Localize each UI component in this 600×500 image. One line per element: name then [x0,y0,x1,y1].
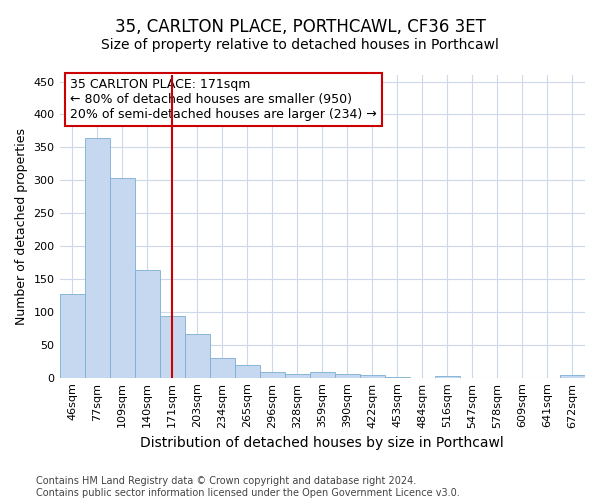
Text: 35, CARLTON PLACE, PORTHCAWL, CF36 3ET: 35, CARLTON PLACE, PORTHCAWL, CF36 3ET [115,18,485,36]
Bar [360,375,385,378]
Text: 35 CARLTON PLACE: 171sqm
← 80% of detached houses are smaller (950)
20% of semi-: 35 CARLTON PLACE: 171sqm ← 80% of detach… [70,78,377,121]
Bar [185,334,209,378]
Bar [85,138,110,378]
Bar [134,270,160,378]
Text: Size of property relative to detached houses in Porthcawl: Size of property relative to detached ho… [101,38,499,52]
Bar [335,374,360,378]
Text: Contains HM Land Registry data © Crown copyright and database right 2024.
Contai: Contains HM Land Registry data © Crown c… [36,476,460,498]
Bar [110,178,134,378]
Bar [209,358,235,378]
Bar [310,372,335,378]
Bar [435,376,460,378]
Bar [260,372,285,378]
X-axis label: Distribution of detached houses by size in Porthcawl: Distribution of detached houses by size … [140,436,504,450]
Bar [285,374,310,378]
Y-axis label: Number of detached properties: Number of detached properties [15,128,28,325]
Bar [385,377,410,378]
Bar [160,316,185,378]
Bar [59,294,85,378]
Bar [235,364,260,378]
Bar [560,375,585,378]
